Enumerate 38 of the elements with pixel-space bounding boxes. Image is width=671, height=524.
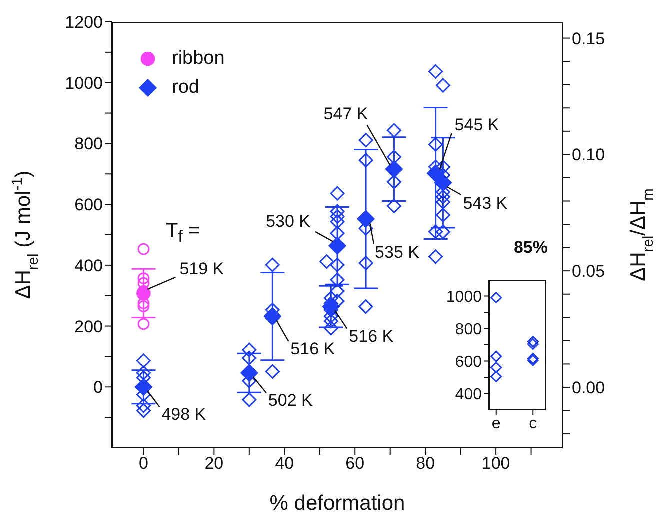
- annotation: 519 K: [180, 259, 225, 278]
- annotation: 498 K: [162, 405, 207, 424]
- x-axis-title: % deformation: [270, 492, 406, 515]
- y-tick-label: 600: [455, 354, 482, 371]
- y2-tick-label: 0.00: [572, 378, 606, 398]
- y-tick-label: 400: [74, 256, 103, 276]
- y-tick-label: 1200: [65, 13, 103, 32]
- x-tick-label: 100: [482, 454, 510, 474]
- x-tick-label: 20: [204, 454, 224, 474]
- y-tick-label: 200: [74, 317, 103, 336]
- annotation: 535 K: [375, 243, 420, 262]
- y-tick-label: 800: [74, 134, 103, 154]
- y-tick-label: 600: [74, 196, 103, 215]
- y2-tick-label: 0.05: [572, 262, 606, 282]
- y2-tick-label: 0.15: [572, 29, 606, 48]
- annotation: 516 K: [349, 326, 394, 346]
- legend-label: rod: [172, 76, 200, 98]
- x-tick-label: 0: [138, 454, 148, 474]
- chart-title: 85%: [514, 238, 548, 258]
- y-tick-label: 1000: [65, 74, 103, 93]
- annotation: 502 K: [268, 391, 314, 410]
- annotation: 516 K: [290, 340, 336, 359]
- y-tick-label: 0: [94, 378, 103, 398]
- y-tick-label: 800: [455, 321, 482, 338]
- annotation: 530 K: [266, 212, 312, 231]
- y-tick-label: 1000: [446, 288, 482, 306]
- annotation: 547 K: [324, 104, 369, 124]
- x-tick-label: 60: [346, 454, 365, 474]
- annotation: T$_{f}$ =: [166, 220, 200, 247]
- x-tick-label: 40: [275, 454, 294, 474]
- x-tick-label: e: [492, 415, 501, 432]
- y-tick-label: 400: [455, 386, 482, 404]
- y2-tick-label: 0.10: [572, 146, 606, 165]
- legend-label: ribbon: [172, 48, 225, 70]
- x-tick-label: 80: [416, 454, 436, 474]
- annotation: 545 K: [454, 116, 500, 135]
- x-tick-label: c: [529, 415, 538, 432]
- annotation: 543 K: [463, 194, 508, 213]
